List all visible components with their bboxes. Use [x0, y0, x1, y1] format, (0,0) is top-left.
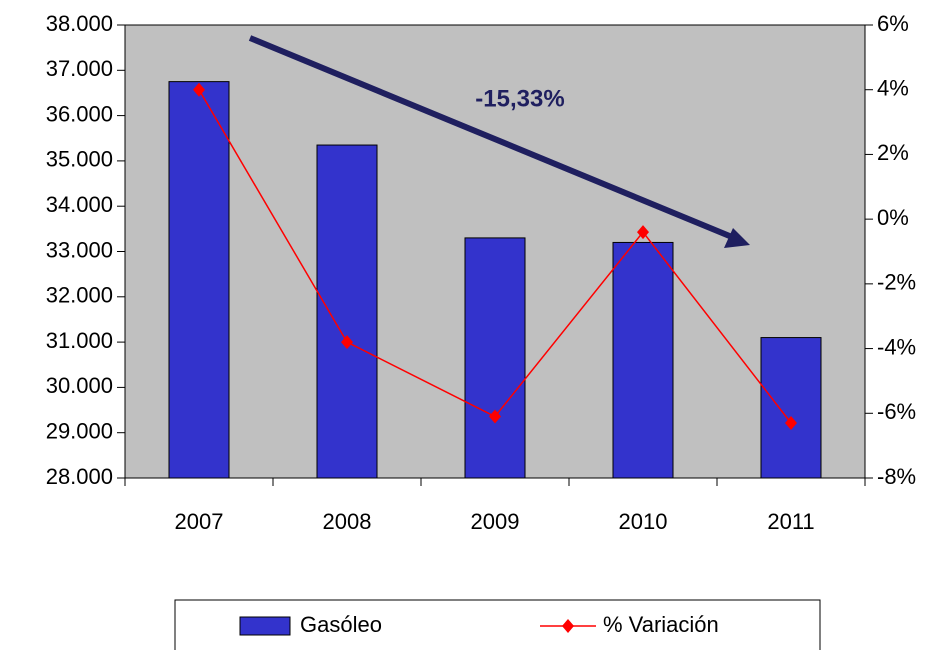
y-tick-label: 33.000: [46, 237, 113, 262]
legend-label: Gasóleo: [300, 612, 382, 637]
bar: [464, 237, 526, 479]
x-tick-label: 2011: [767, 509, 814, 534]
y2-tick-label: 2%: [877, 140, 909, 165]
y2-tick-label: -4%: [877, 334, 916, 359]
bar: [612, 241, 674, 479]
y-tick-label: 36.000: [46, 101, 113, 126]
y2-tick-label: 4%: [877, 76, 909, 101]
bar: [760, 337, 822, 479]
bar: [168, 81, 230, 479]
trend-arrow: [248, 35, 734, 240]
y-tick-label: 35.000: [46, 147, 113, 172]
y-tick-label: 34.000: [46, 192, 113, 217]
x-tick-label: 2010: [619, 509, 668, 534]
annotation: -15,33%: [475, 85, 564, 112]
legend-marker: [562, 619, 574, 633]
y-tick-label: 37.000: [46, 56, 113, 81]
x-tick-label: 2009: [471, 509, 520, 534]
y2-tick-label: -2%: [877, 270, 916, 295]
arrow-head: [724, 228, 750, 248]
legend-label: % Variación: [603, 612, 719, 637]
x-tick-label: 2008: [323, 509, 372, 534]
y2-tick-label: -8%: [877, 464, 916, 489]
marker: [193, 82, 205, 97]
y-tick-label: 38.000: [46, 11, 113, 36]
y2-tick-label: 0%: [877, 205, 909, 230]
legend-swatch: [239, 616, 291, 636]
bar: [316, 144, 378, 479]
y-tick-label: 29.000: [46, 419, 113, 444]
marker: [785, 415, 797, 430]
x-tick-label: 2007: [175, 509, 224, 534]
marker: [637, 225, 649, 240]
marker: [489, 409, 501, 424]
y2-tick-label: -6%: [877, 399, 916, 424]
y-tick-label: 30.000: [46, 373, 113, 398]
y-tick-label: 31.000: [46, 328, 113, 353]
y-tick-label: 32.000: [46, 283, 113, 308]
y-tick-label: 28.000: [46, 464, 113, 489]
marker: [341, 335, 353, 350]
y2-tick-label: 6%: [877, 11, 909, 36]
